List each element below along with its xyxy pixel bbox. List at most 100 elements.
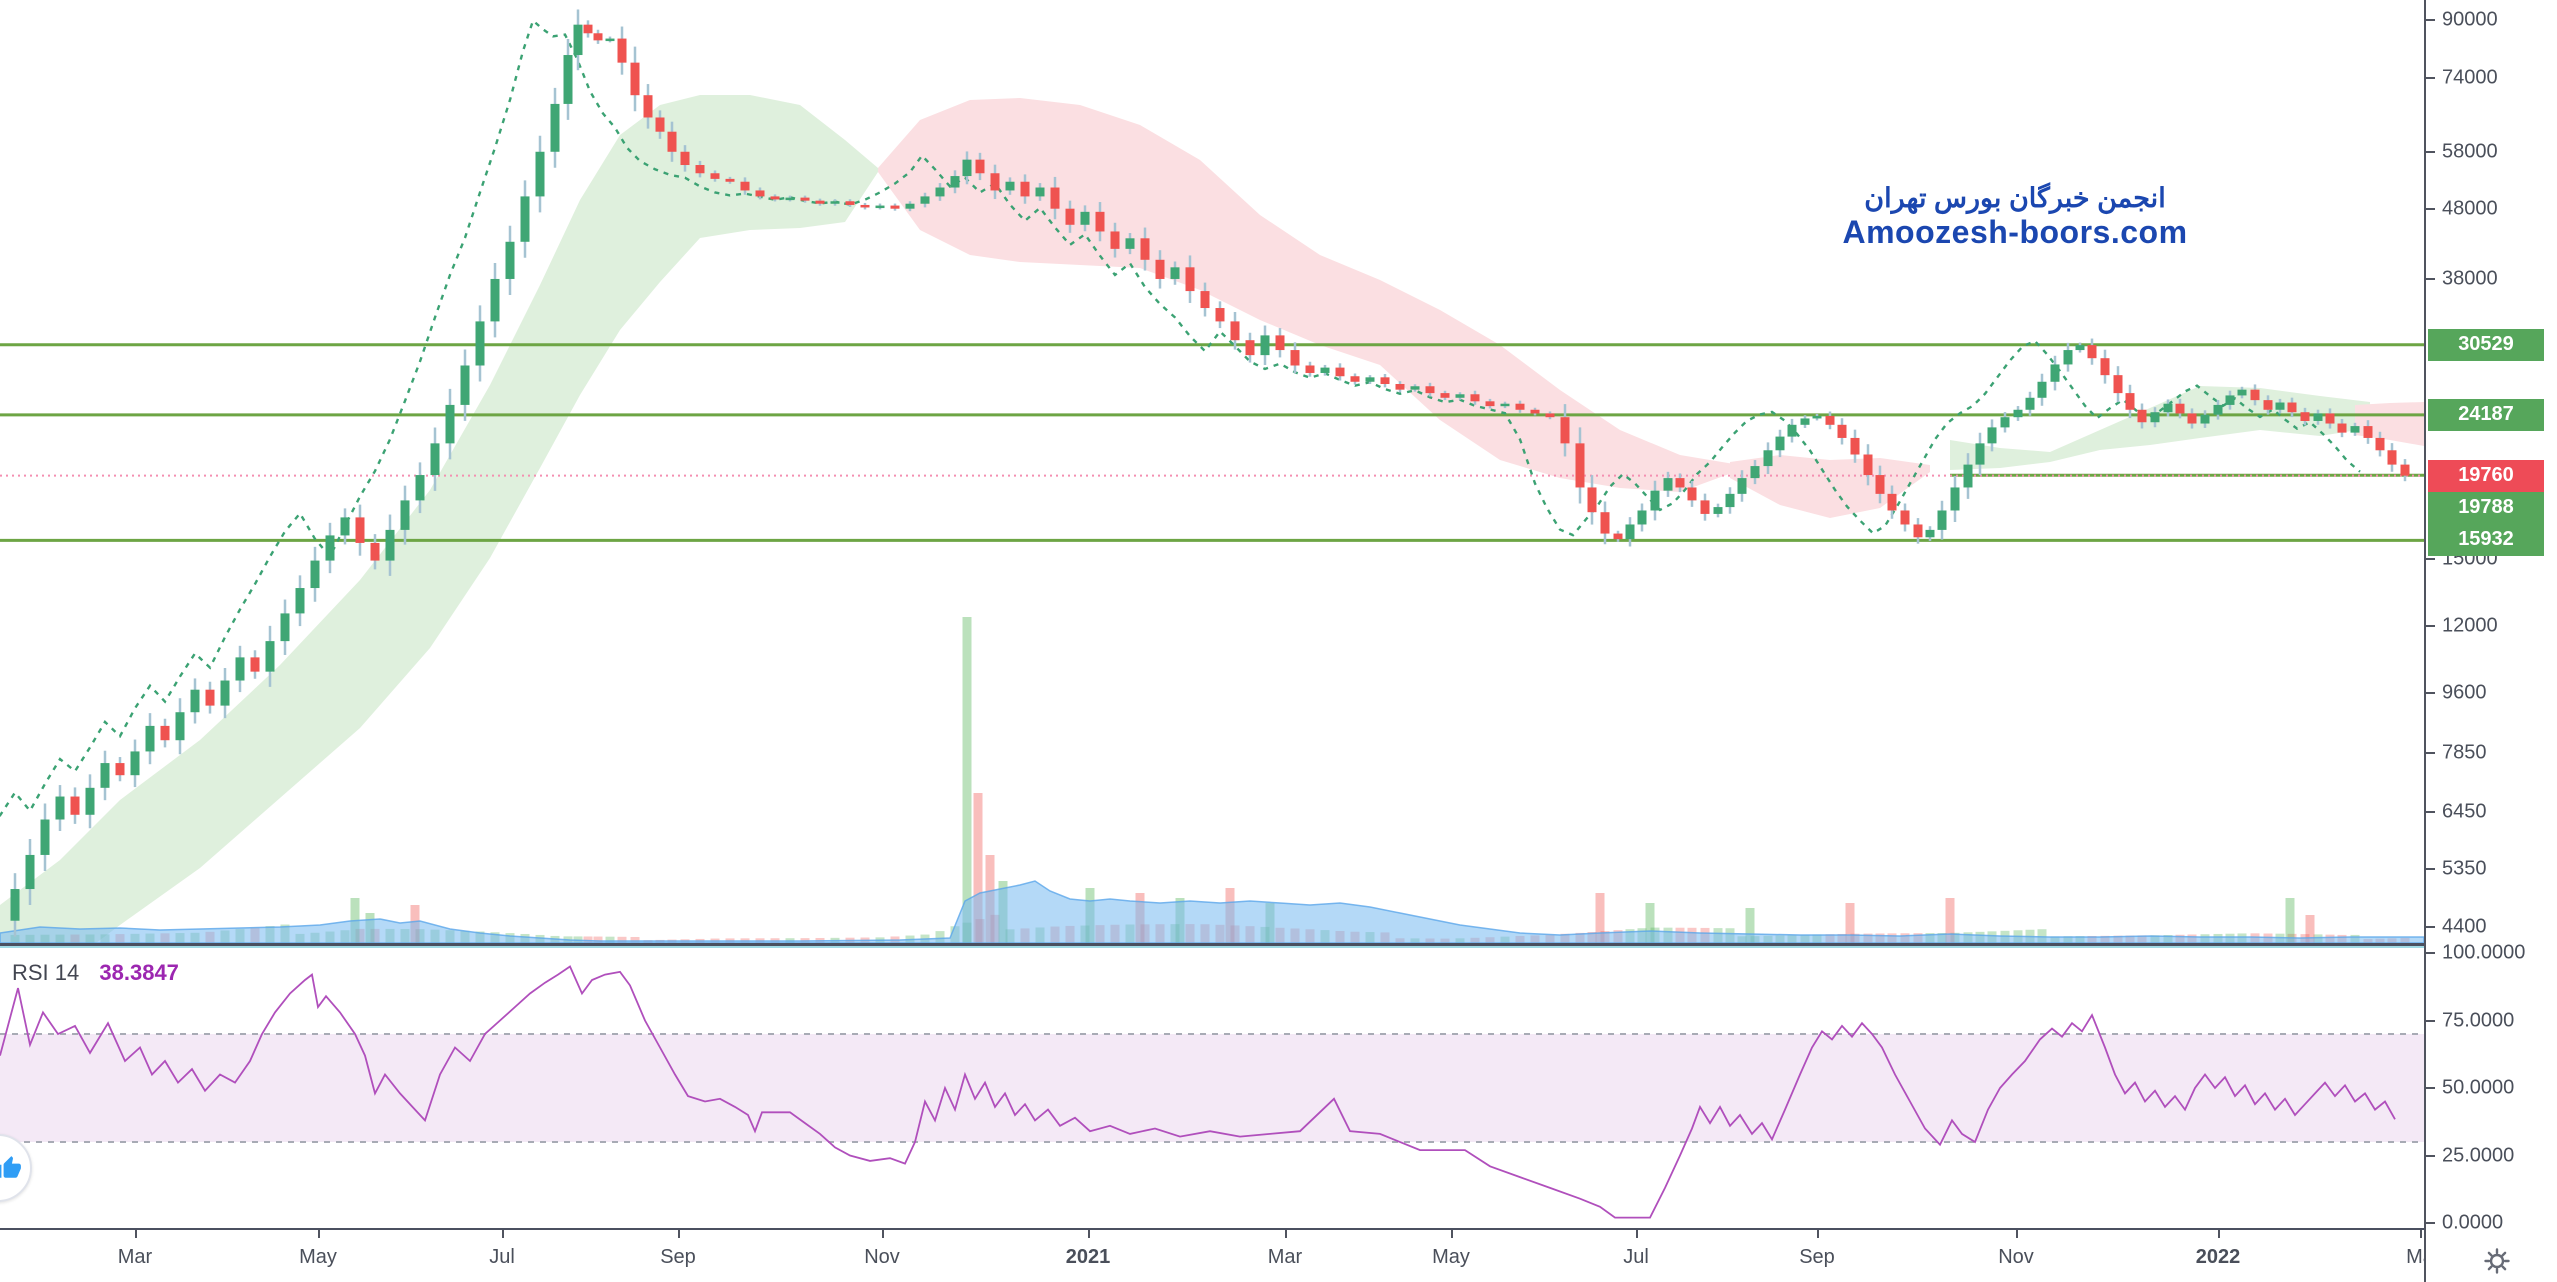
time-tick (1636, 1230, 1638, 1238)
candle-body (145, 725, 155, 752)
candle-body (535, 151, 545, 197)
candle-body (2263, 400, 2273, 410)
candle-body (1775, 436, 1785, 451)
candle-body (593, 33, 603, 41)
price-tick (2426, 77, 2435, 80)
candle-body (2100, 358, 2110, 376)
candle-body (2200, 414, 2210, 424)
price-tick-label: 5350 (2442, 857, 2487, 880)
watermark-line-fa: انجمن خبرگان بورس تهران (1864, 183, 2166, 213)
rsi-tick-label: 100.0000 (2442, 941, 2526, 964)
candle-body (1170, 267, 1180, 279)
candle-body (563, 55, 573, 104)
ichimoku-cloud (2355, 402, 2424, 446)
candle-body (2125, 393, 2135, 410)
rsi-pane[interactable] (0, 946, 2424, 1228)
candle-body (1713, 507, 1723, 514)
ichimoku-cloud (1950, 386, 2370, 470)
candle-body (1290, 350, 1300, 366)
time-tick (2016, 1230, 2018, 1238)
time-label-May: May (299, 1246, 337, 1268)
candle-body (175, 712, 185, 741)
candle-body (490, 278, 500, 322)
candle-body (2250, 389, 2260, 401)
candle-body (605, 38, 615, 42)
candle-body (1787, 424, 1797, 437)
volume-spike-bar (2285, 898, 2295, 943)
settings-button[interactable] (2478, 1242, 2516, 1280)
candle-body (100, 763, 110, 788)
candle-body (740, 181, 750, 191)
price-tick-label: 74000 (2442, 66, 2498, 89)
price-tick (2426, 18, 2435, 21)
candle-body (160, 725, 170, 741)
candle-body (2087, 345, 2097, 359)
candle-body (265, 641, 275, 672)
price-chart-pane[interactable] (0, 0, 2424, 944)
candle-body (1140, 238, 1150, 260)
candle-body (460, 365, 470, 405)
candle-body (340, 517, 350, 536)
candle-body (1125, 238, 1135, 249)
time-label-May: May (1432, 1246, 1470, 1268)
candle-body (550, 103, 560, 152)
volume-bar (617, 936, 627, 943)
candle-body (667, 131, 677, 152)
candle-body (1320, 367, 1330, 373)
candle-body (1875, 475, 1885, 494)
candle-body (2000, 417, 2010, 428)
candle-body (1080, 211, 1090, 225)
candle-body (1425, 386, 1435, 394)
time-label-Mar: Mar (1267, 1246, 1303, 1268)
candle-body (1200, 291, 1210, 309)
time-label-2022: 2022 (2195, 1246, 2241, 1268)
price-tick (2426, 867, 2435, 870)
price-axis[interactable]: 90000 74000 58000 48000 38000 15000 12000 9600 7… (2424, 0, 2557, 1282)
time-label-Nov: Nov (1998, 1246, 2034, 1268)
candle-body (2287, 402, 2297, 413)
candle-body (1613, 533, 1623, 540)
candle-body (2313, 413, 2323, 421)
candle-body (1663, 478, 1673, 491)
candle-body (1887, 493, 1897, 511)
volume-bar (935, 931, 945, 943)
candle-body (1185, 267, 1195, 292)
volume-ma-area (0, 880, 2424, 944)
candle-body (2063, 350, 2073, 365)
ichimoku-cloud (1730, 455, 1930, 518)
candle-body (1440, 393, 1450, 398)
time-tick (2420, 1230, 2422, 1238)
candle-body (1700, 500, 1710, 514)
candle-body (1900, 510, 1910, 525)
candle-body (1530, 409, 1540, 414)
pane-separator[interactable] (0, 943, 2557, 946)
candle-body (1825, 415, 1835, 425)
rsi-tick (2426, 1087, 2435, 1089)
volume-spike-bar (1595, 893, 1605, 943)
candle-body (2237, 389, 2247, 396)
candle-body (505, 241, 515, 279)
candle-body (1687, 487, 1697, 501)
rsi-tick-label: 75.0000 (2442, 1009, 2515, 1031)
rsi-band (0, 1034, 2424, 1142)
candle-body (975, 159, 985, 174)
candle-body (325, 535, 335, 561)
candle-body (280, 613, 290, 642)
candle-body (1600, 512, 1610, 534)
candle-body (370, 542, 380, 561)
candle-body (2113, 375, 2123, 394)
candle-body (2137, 409, 2147, 423)
candle-body (1305, 365, 1315, 373)
candle-body (2300, 412, 2310, 421)
time-axis[interactable]: Mar May Jul Sep Nov 2021 Mar May Jul Sep Nov 2022 Ma (0, 1230, 2557, 1282)
candle-body (1950, 487, 1960, 511)
candle-body (725, 178, 735, 182)
candle-body (1913, 524, 1923, 538)
candle-body (2350, 426, 2360, 433)
candle-body (2387, 450, 2397, 465)
candle-body (1455, 394, 1465, 398)
candle-body (400, 500, 410, 530)
rsi-legend[interactable]: RSI 14 38.3847 (12, 960, 179, 986)
candle-body (890, 205, 900, 209)
volume-spike-bar (1645, 903, 1655, 943)
